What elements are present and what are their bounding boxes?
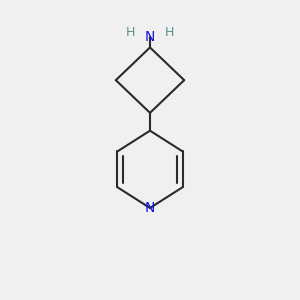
Text: N: N [145,201,155,215]
Text: H: H [126,26,135,39]
Text: H: H [165,26,174,39]
Text: N: N [145,30,155,44]
